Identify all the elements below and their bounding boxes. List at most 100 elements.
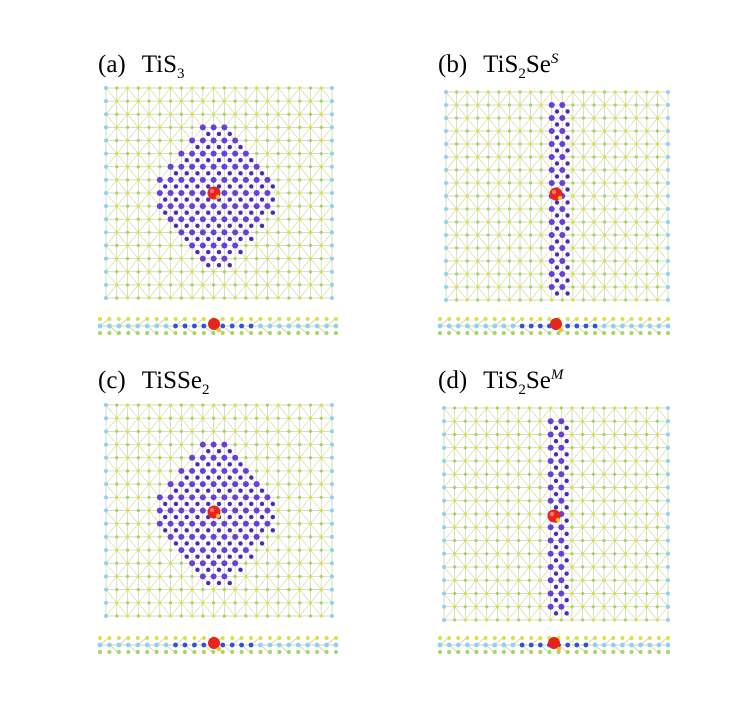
bond-diag — [116, 258, 128, 272]
lattice-atom — [158, 138, 162, 143]
lattice-atom — [125, 99, 130, 103]
lattice-atom — [613, 181, 617, 185]
lattice-atom — [623, 512, 627, 516]
lattice-atom — [115, 508, 119, 513]
defect-atom — [548, 128, 555, 134]
bond-diag — [488, 156, 500, 171]
side-atom — [116, 650, 121, 654]
bond-diag — [299, 127, 311, 141]
lattice-atom — [255, 152, 259, 156]
lattice-atom — [454, 272, 459, 276]
lattice-atom — [666, 459, 670, 463]
lattice-atom — [527, 605, 531, 609]
lattice-atom — [136, 191, 140, 195]
bond-diag — [614, 566, 626, 581]
lattice-atom — [517, 419, 521, 423]
bond-diag — [488, 273, 500, 288]
defect-atom — [206, 462, 211, 467]
bond-diag — [572, 208, 584, 223]
bond-diag — [486, 447, 498, 462]
bond-diag — [593, 234, 605, 249]
lattice-atom — [453, 525, 457, 529]
lattice-atom — [571, 142, 575, 146]
side-atom — [324, 331, 329, 335]
bond-diag — [245, 114, 257, 128]
lattice-atom — [476, 298, 480, 302]
bond-diag — [138, 219, 150, 233]
lattice-atom — [666, 578, 670, 583]
lattice-atom — [287, 442, 291, 447]
bond-diag — [138, 258, 150, 272]
lattice-atom — [506, 406, 510, 410]
lattice-top-view-d — [442, 406, 670, 622]
lattice-atom — [645, 181, 649, 185]
side-atom — [296, 317, 301, 321]
side-atom — [538, 636, 543, 640]
bond-diag — [299, 114, 311, 128]
bond-diag — [488, 117, 500, 132]
lattice-atom — [613, 512, 617, 516]
side-atom — [154, 636, 159, 640]
defect-atom — [156, 203, 163, 210]
bond-diag — [310, 404, 322, 419]
lattice-atom — [298, 561, 302, 565]
lattice-atom — [517, 525, 521, 529]
lattice-atom — [442, 419, 446, 424]
lattice-atom — [276, 416, 280, 420]
bond-diag — [519, 273, 531, 288]
lattice-atom — [527, 538, 531, 543]
lattice-atom — [147, 152, 151, 156]
bond-diag — [572, 156, 584, 171]
defect-atom — [221, 441, 228, 448]
bond-diag — [288, 205, 300, 220]
lattice-atom — [570, 499, 574, 503]
lattice-atom — [645, 446, 649, 450]
bond-diag — [583, 156, 595, 171]
defect-atom — [565, 252, 570, 257]
side-atom — [638, 323, 644, 329]
side-atom — [164, 636, 169, 640]
lattice-atom — [645, 116, 649, 120]
side-atom — [583, 323, 589, 329]
bond-diag — [477, 260, 489, 275]
side-atom — [230, 636, 235, 640]
defect-atom — [210, 255, 217, 262]
side-atom — [249, 331, 254, 335]
defect-atom — [238, 210, 243, 215]
lattice-atom — [497, 233, 501, 237]
defect-atom — [548, 206, 555, 212]
side-atom — [296, 331, 301, 335]
bond-diag — [105, 284, 117, 299]
bond-diag — [277, 404, 290, 419]
lattice-atom — [104, 125, 108, 130]
lattice-atom — [495, 432, 499, 437]
side-atom — [135, 331, 140, 335]
bond-diag — [148, 563, 161, 577]
bond-diag — [636, 195, 648, 210]
lattice-atom — [518, 298, 522, 302]
lattice-atom — [454, 220, 459, 224]
lattice-atom — [453, 538, 457, 543]
bond-diag — [277, 192, 290, 207]
lattice-atom — [244, 125, 248, 129]
side-atom — [565, 636, 570, 640]
lattice-atom — [506, 538, 510, 543]
lattice-atom — [592, 259, 596, 263]
side-atom — [602, 650, 607, 654]
defect-atom — [195, 184, 200, 189]
bond-diag — [277, 536, 290, 551]
defect-atom — [259, 223, 265, 229]
bond-diag — [454, 447, 466, 462]
lattice-atom — [308, 442, 313, 447]
lattice-atom — [485, 499, 489, 503]
bond-diag — [507, 593, 519, 607]
bond-diag — [614, 169, 626, 184]
bond-diag — [138, 457, 150, 472]
lattice-atom — [298, 86, 302, 90]
lattice-atom — [287, 86, 291, 90]
lattice-atom — [634, 618, 638, 622]
bond-diag — [127, 245, 139, 259]
side-atom — [537, 642, 543, 648]
bond-diag — [321, 589, 333, 604]
side-atom — [465, 636, 470, 640]
